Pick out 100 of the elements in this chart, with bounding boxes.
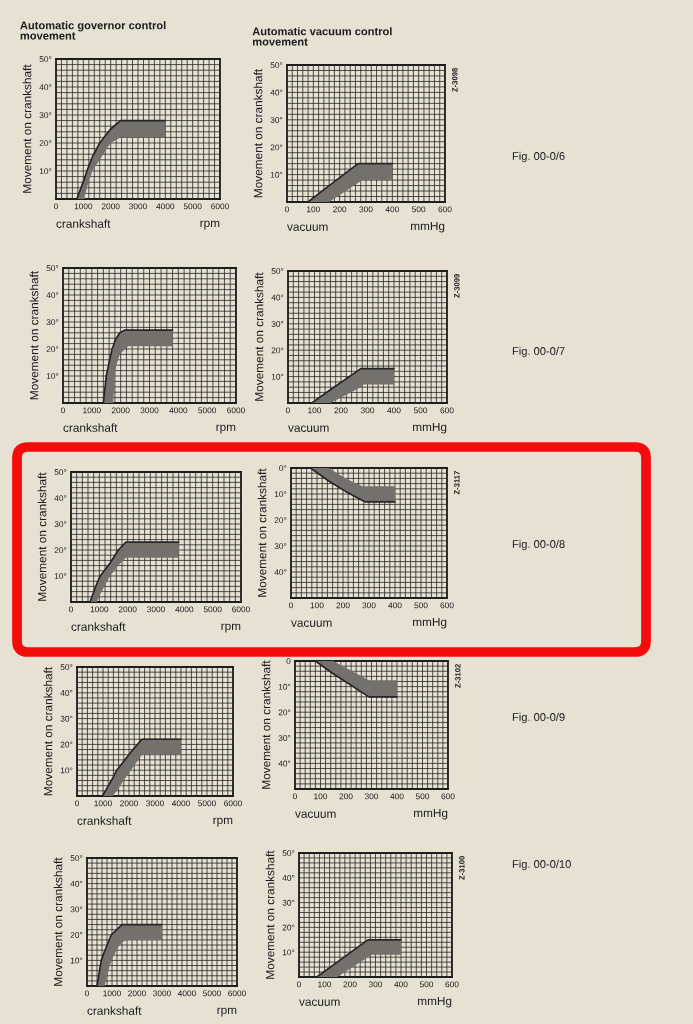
x-tick-label: 300 xyxy=(360,407,375,414)
x-tick-label: 4000 xyxy=(171,800,190,807)
x-tick-label: 500 xyxy=(414,602,428,609)
y-tick-label: 40° xyxy=(54,495,67,502)
x-tick-label: 5000 xyxy=(198,407,217,414)
x-tick-label: 200 xyxy=(334,407,348,414)
y-tick-label: 20° xyxy=(278,709,291,716)
y-tick-label: 20° xyxy=(46,346,59,353)
y-tick-label: 10° xyxy=(274,491,287,498)
x-tick-label: 4000 xyxy=(156,203,175,210)
x-tick-label: 300 xyxy=(359,206,373,213)
x-axis-title: vacuum xyxy=(291,620,332,627)
x-tick-label: 300 xyxy=(368,981,383,988)
x-tick-label: 500 xyxy=(413,407,428,414)
y-tick-label: 20° xyxy=(60,741,73,748)
x-tick-label: 400 xyxy=(387,407,401,414)
y-tick-label: 30° xyxy=(274,543,287,550)
y-tick-label: 50° xyxy=(46,265,59,272)
x-tick-label: 1000 xyxy=(94,800,112,807)
x-tick-label: 3000 xyxy=(146,800,164,807)
y-axis-title: Movement on crankshaft xyxy=(257,468,267,597)
y-tick-label: 40° xyxy=(60,690,73,696)
x-tick-label: 100 xyxy=(310,602,324,609)
y-tick-label: 10° xyxy=(270,171,283,178)
x-tick-label: 4000 xyxy=(177,990,196,997)
y-tick-label: 40° xyxy=(282,875,295,881)
x-tick-label: 1000 xyxy=(103,990,121,997)
y-axis-title: Movement on crankshaft xyxy=(254,272,264,401)
y-tick-label: 30° xyxy=(282,899,295,906)
y-tick-label: 10° xyxy=(70,957,83,964)
x-tick-label: 300 xyxy=(362,602,376,609)
y-tick-label: 20° xyxy=(54,547,67,554)
x-tick-label: 6000 xyxy=(227,407,245,414)
x-tick-label: 400 xyxy=(390,793,404,800)
x-tick-label: 2000 xyxy=(128,990,146,997)
y-tick-label: 30° xyxy=(54,521,67,528)
y-tick-label: 0 xyxy=(286,658,291,665)
x-tick-label: 100 xyxy=(318,981,332,988)
x-tick-label: 200 xyxy=(339,793,353,800)
x-tick-label: 600 xyxy=(440,407,454,414)
x-axis-title: vacuum xyxy=(287,224,328,231)
y-tick-label: 30° xyxy=(278,735,291,741)
x-tick-label: 600 xyxy=(438,206,452,213)
x-tick-label: 100 xyxy=(307,206,320,213)
x-axis-title: crankshaft xyxy=(56,219,111,228)
x-tick-label: 1000 xyxy=(74,203,93,210)
y-axis-title: Movement on crankshaft xyxy=(253,68,263,198)
y-tick-label: 50° xyxy=(270,62,283,69)
x-tick-label: 3000 xyxy=(129,203,147,210)
y-tick-label: 40° xyxy=(270,89,283,96)
x-tick-label: 100 xyxy=(308,407,322,414)
text: rpm xyxy=(217,1007,237,1017)
y-tick-label: 50° xyxy=(60,664,73,671)
y-tick-label: 40° xyxy=(278,760,291,767)
x-axis-title: crankshaft xyxy=(77,816,132,825)
y-tick-label: 30° xyxy=(46,319,59,326)
y-tick-label: 30° xyxy=(70,906,83,913)
y-axis-title: Movement on crankshaft xyxy=(37,472,47,601)
y-tick-label: 20° xyxy=(274,517,287,524)
y-axis-title: Movement on crankshaft xyxy=(261,660,271,789)
text: mmHg xyxy=(411,221,445,233)
y-tick-label: 30° xyxy=(271,321,284,327)
text: rpm xyxy=(221,623,241,633)
x-tick-label: 3000 xyxy=(140,407,159,414)
x-axis-title: crankshaft xyxy=(63,423,118,432)
x-tick-label: 600 xyxy=(441,793,455,800)
x-axis-title: vacuum xyxy=(299,999,340,1006)
y-axis-title: Movement on crankshaft xyxy=(53,857,63,986)
y-tick-label: 10° xyxy=(278,683,291,690)
caption: Fig. 00-0/10 xyxy=(512,859,571,871)
x-tick-label: 0 xyxy=(85,990,89,997)
x-tick-label: 500 xyxy=(412,206,426,213)
y-tick-label: 50° xyxy=(282,850,295,857)
text: rpm xyxy=(200,220,220,230)
x-axis-title: vacuum xyxy=(295,811,336,818)
x-tick-label: 100 xyxy=(314,793,328,800)
caption: Fig. 00-0/9 xyxy=(512,712,565,724)
x-tick-label: 5000 xyxy=(203,606,222,613)
text: rpm xyxy=(213,817,233,827)
text: rpm xyxy=(216,424,236,434)
y-axis-title: Movement on crankshaft xyxy=(43,666,53,796)
chart-title: Automatic governor control movement xyxy=(20,21,166,40)
caption: Fig. 00-0/6 xyxy=(512,151,565,163)
y-tick-label: 10° xyxy=(39,168,52,175)
x-tick-label: 2000 xyxy=(101,203,120,210)
y-tick-label: 20° xyxy=(270,144,283,151)
x-tick-label: 600 xyxy=(440,602,454,609)
x-tick-label: 1000 xyxy=(90,606,109,613)
x-tick-label: 2000 xyxy=(111,407,130,414)
x-tick-label: 6000 xyxy=(224,800,242,807)
x-tick-label: 5000 xyxy=(183,203,202,210)
x-tick-label: 500 xyxy=(419,981,434,988)
x-tick-label: 2000 xyxy=(120,800,138,807)
x-tick-label: 400 xyxy=(385,206,399,213)
y-tick-label: 40° xyxy=(46,292,59,299)
y-axis-title: Movement on crankshaft xyxy=(22,64,32,193)
y-tick-label: 20° xyxy=(282,924,295,931)
x-tick-label: 200 xyxy=(333,206,347,213)
x-tick-label: 6000 xyxy=(232,606,250,613)
y-tick-label: 30° xyxy=(39,112,52,119)
